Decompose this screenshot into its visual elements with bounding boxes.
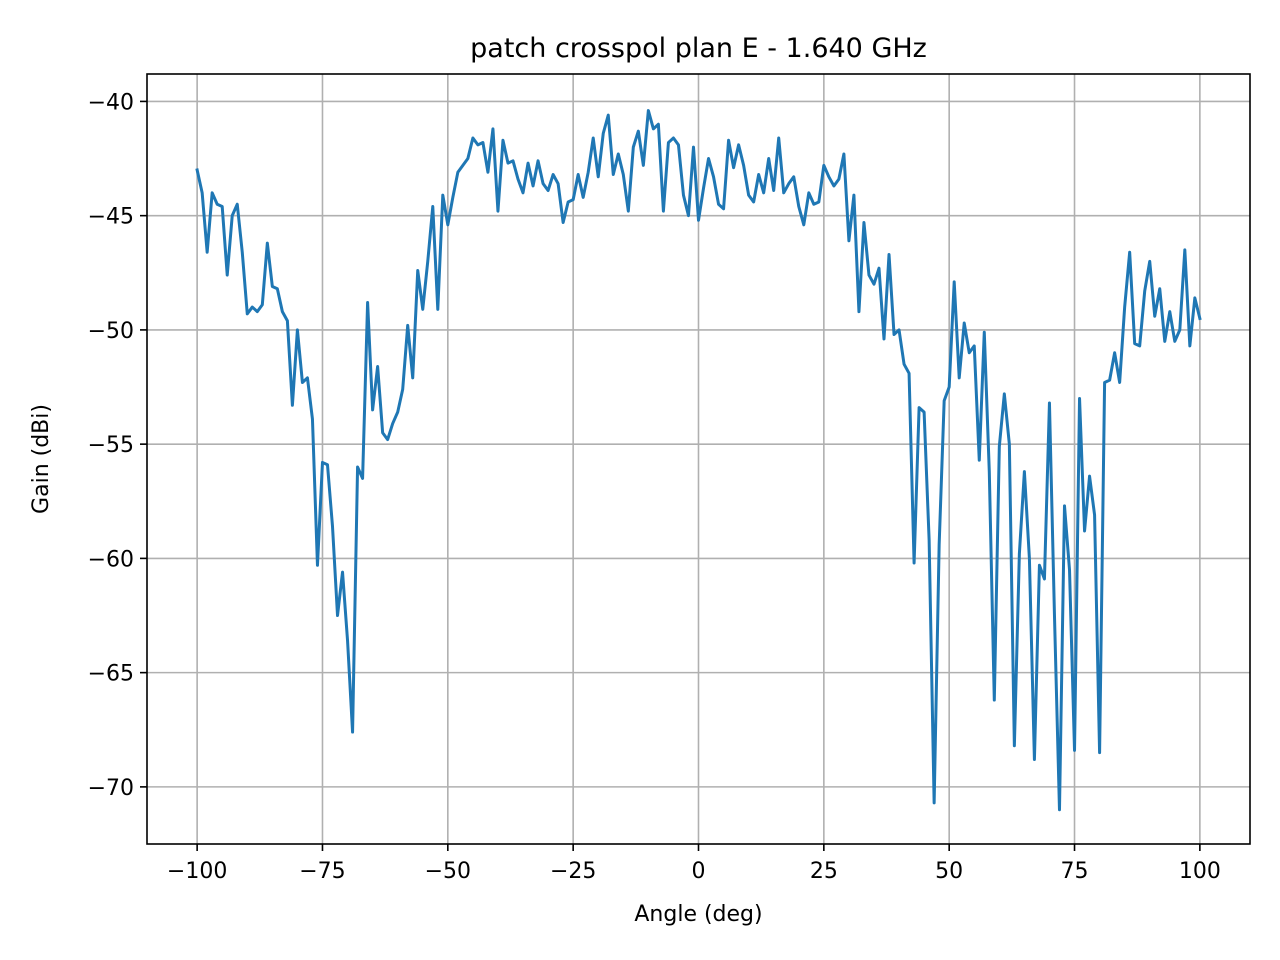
x-tick-label: 50	[935, 859, 963, 884]
x-tick-label: 0	[692, 859, 706, 884]
y-tick-label: −55	[88, 433, 134, 458]
y-tick-label: −70	[88, 776, 134, 801]
y-tick-label: −65	[88, 662, 134, 687]
x-tick-label: 75	[1061, 859, 1089, 884]
x-tick-label: −50	[425, 859, 471, 884]
x-tick-label: −100	[167, 859, 227, 884]
series-line	[195, 109, 1202, 812]
y-tick-label: −60	[88, 547, 134, 572]
x-tick-label: −25	[550, 859, 596, 884]
grid-lines	[147, 74, 1250, 844]
x-tick-label: 25	[810, 859, 838, 884]
y-tick-label: −40	[88, 90, 134, 115]
series-layer	[195, 109, 1202, 812]
y-tick-label: −45	[88, 205, 134, 230]
x-axis-label: Angle (deg)	[634, 902, 762, 927]
chart-title: patch crosspol plan E - 1.640 GHz	[470, 33, 927, 64]
y-tick-label: −50	[88, 319, 134, 344]
x-tick-label: 100	[1179, 859, 1221, 884]
x-tick-label: −75	[299, 859, 345, 884]
y-axis-label: Gain (dBi)	[29, 404, 54, 514]
axis-ticks: −100 −75 −50 −25 0 25 50 75 100 −40 −45 −50 −55 −60 −6…	[88, 90, 1221, 884]
